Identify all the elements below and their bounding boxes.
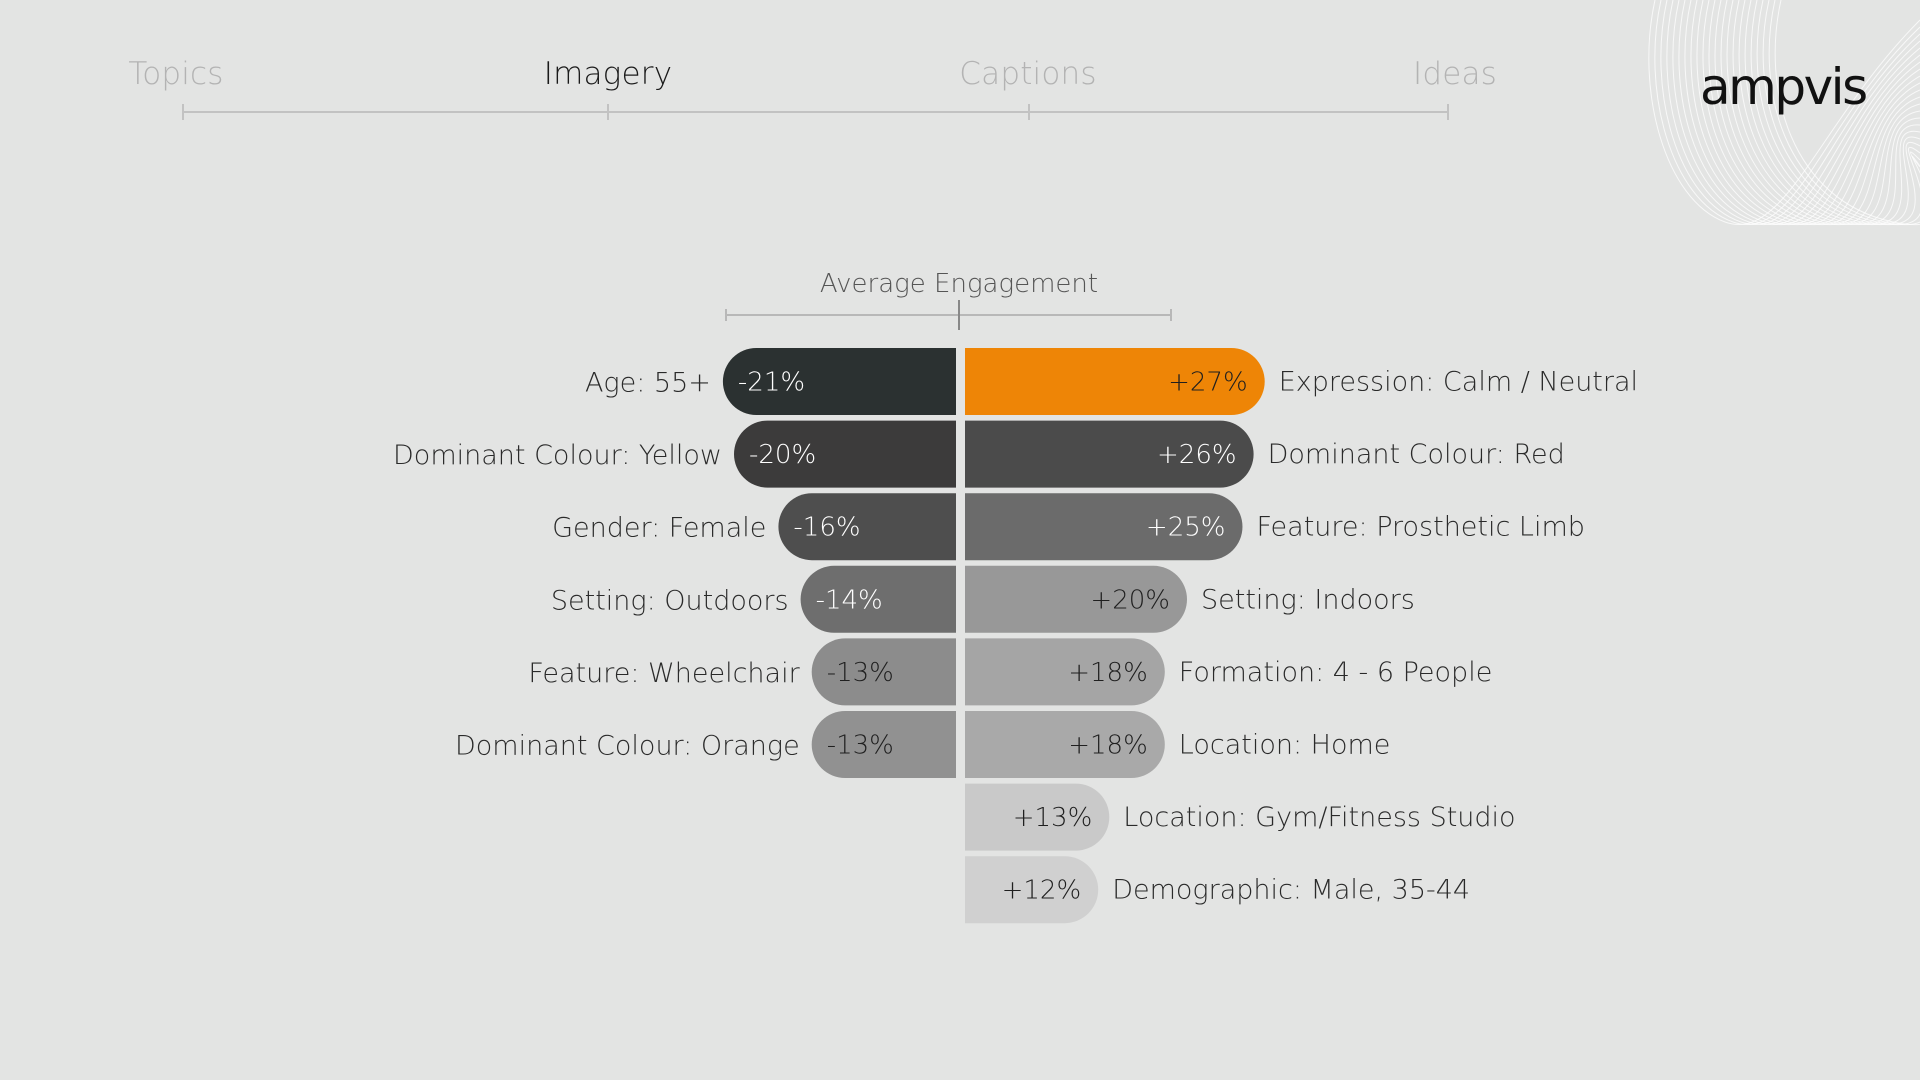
wave-line (1744, 0, 1920, 225)
negative-bar-label: Feature: Wheelchair (528, 658, 800, 689)
positive-bar-label: Expression: Calm / Neutral (1279, 367, 1638, 398)
negative-bar-value: -13% (827, 658, 894, 688)
positive-bar (965, 348, 1265, 415)
positive-bar-label: Formation: 4 - 6 People (1179, 657, 1493, 688)
positive-bar-value: +13% (1013, 803, 1093, 833)
chart-title: Average Engagement (820, 269, 1098, 299)
positive-bar (965, 638, 1165, 706)
wave-line (1720, 0, 1920, 225)
negative-bar (811, 711, 956, 778)
tab-imagery[interactable]: Imagery (543, 56, 673, 92)
wave-line (1774, 0, 1920, 225)
wave-line (1726, 0, 1920, 225)
positive-bar-label: Dominant Colour: Red (1268, 439, 1565, 470)
tab-topics[interactable]: Topics (128, 56, 224, 92)
positive-bar-value: +25% (1146, 513, 1226, 543)
wave-line (1756, 0, 1920, 225)
positive-bar-value: +26% (1157, 440, 1237, 470)
wave-line (1750, 0, 1920, 225)
positive-bar-value: +18% (1068, 658, 1148, 688)
positive-bar (965, 420, 1254, 488)
wave-line (1708, 0, 1920, 225)
negative-bar-label: Setting: Outdoors (551, 585, 789, 616)
positive-bar-label: Setting: Indoors (1201, 584, 1415, 615)
negative-bar-value: -14% (816, 585, 883, 615)
positive-bar (965, 856, 1099, 924)
wave-line (1660, 0, 1920, 225)
negative-bar-label: Dominant Colour: Orange (455, 731, 800, 762)
wave-line (1654, 0, 1920, 225)
positive-bar (965, 493, 1243, 561)
negative-bar (722, 348, 956, 415)
wave-line (1702, 0, 1920, 225)
negative-bar-label: Dominant Colour: Yellow (393, 440, 722, 471)
wave-line (1684, 0, 1920, 225)
negative-bar-label: Gender: Female (552, 513, 766, 544)
wave-line (1666, 0, 1920, 225)
positive-bar-value: +27% (1168, 368, 1248, 398)
positive-bar-value: +20% (1090, 585, 1170, 615)
wave-line (1762, 0, 1920, 225)
negative-bar-value: -13% (827, 731, 894, 761)
positive-bar (965, 783, 1110, 851)
positive-bar-label: Feature: Prosthetic Limb (1257, 512, 1585, 543)
wave-line (1768, 0, 1920, 225)
negative-bar (800, 565, 956, 633)
nav-timeline (182, 104, 1449, 120)
wave-line (1672, 0, 1920, 225)
negative-bar-value: -21% (738, 368, 805, 398)
ampvis-logo: ampvis (1700, 58, 1868, 116)
positive-bar-value: +12% (1002, 876, 1082, 906)
wave-line (1714, 0, 1920, 225)
wave-line (1648, 0, 1920, 225)
wave-line (1738, 0, 1920, 225)
wave-line (1678, 0, 1920, 225)
negative-bar-label: Age: 55+ (585, 368, 711, 399)
positive-bar-label: Demographic: Male, 35-44 (1112, 875, 1470, 906)
wave-line (1696, 0, 1920, 225)
negative-bar-value: -16% (793, 513, 860, 543)
tab-captions[interactable]: Captions (959, 56, 1097, 92)
positive-bar (965, 565, 1187, 633)
negative-bar (811, 638, 956, 706)
positive-bar-label: Location: Gym/Fitness Studio (1123, 802, 1515, 833)
negative-bar (734, 420, 956, 488)
tab-ideas[interactable]: Ideas (1412, 56, 1498, 92)
negative-bar-value: -20% (749, 440, 816, 470)
positive-bar-label: Location: Home (1179, 730, 1391, 761)
positive-bar (965, 711, 1165, 778)
negative-bar (778, 493, 956, 561)
positive-bar-value: +18% (1068, 731, 1148, 761)
wave-line (1732, 0, 1920, 225)
wave-line (1690, 0, 1920, 225)
